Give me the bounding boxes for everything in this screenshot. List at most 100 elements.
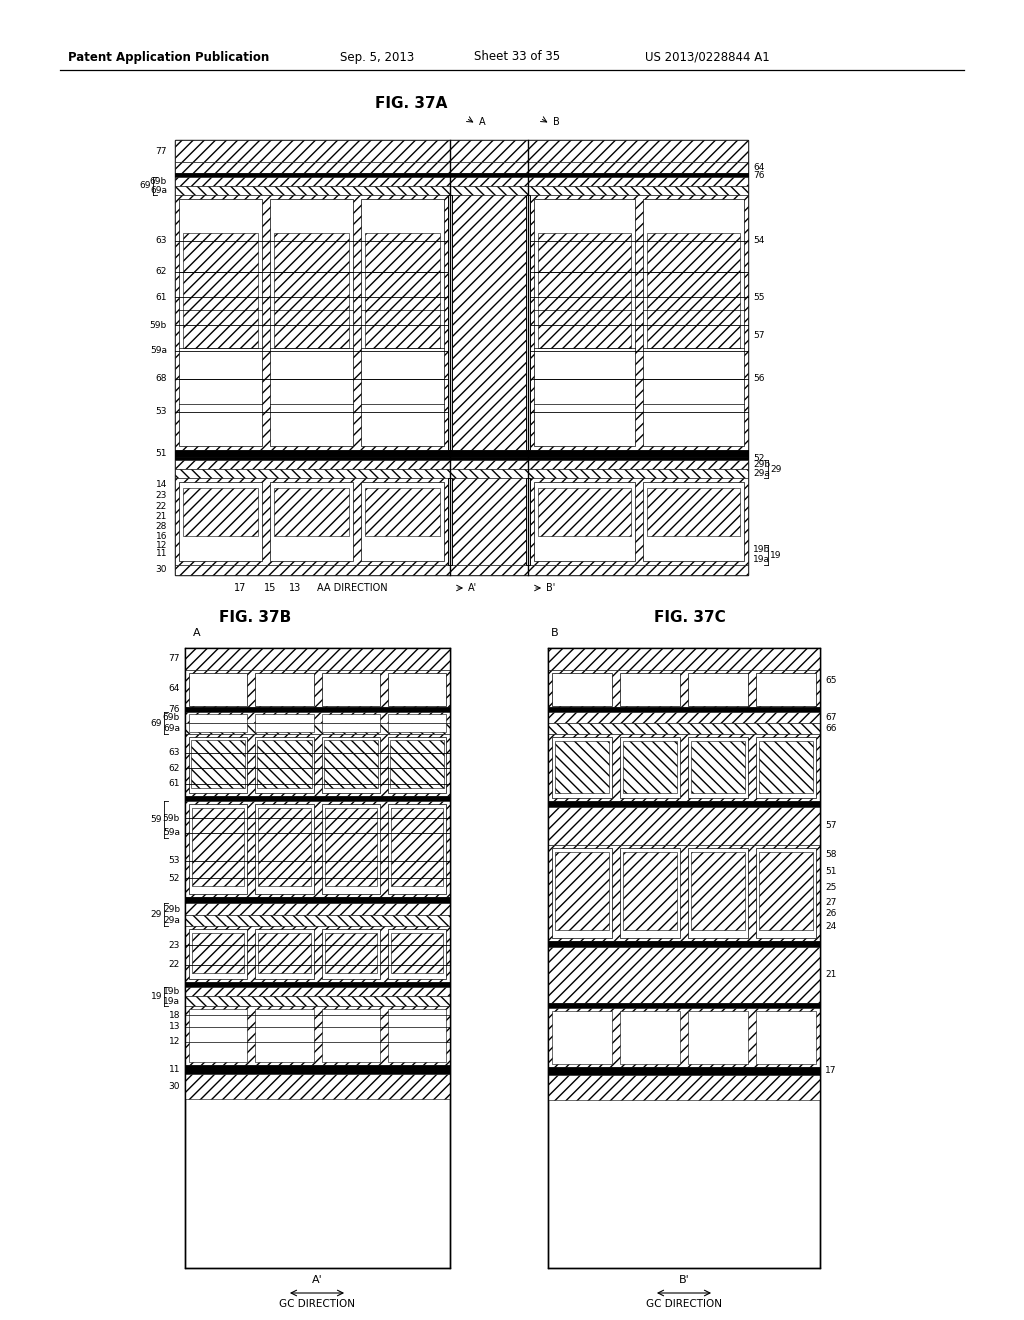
- Bar: [756, 737, 816, 799]
- Text: 30: 30: [156, 565, 167, 574]
- Text: A': A': [311, 1275, 323, 1284]
- Text: 24: 24: [825, 921, 837, 931]
- Text: 29b: 29b: [753, 459, 770, 469]
- Bar: [189, 673, 247, 706]
- Bar: [175, 195, 449, 450]
- Text: GC DIRECTION: GC DIRECTION: [646, 1299, 722, 1309]
- Bar: [322, 929, 380, 978]
- Text: 52: 52: [169, 874, 180, 883]
- Bar: [688, 847, 748, 937]
- Text: 57: 57: [753, 331, 765, 339]
- Bar: [185, 925, 450, 982]
- Bar: [548, 1067, 820, 1076]
- Bar: [548, 711, 820, 723]
- Bar: [548, 845, 820, 941]
- Bar: [452, 195, 526, 450]
- Text: 53: 53: [169, 857, 180, 865]
- Text: 69a: 69a: [163, 725, 180, 733]
- Bar: [552, 673, 612, 706]
- Bar: [548, 723, 820, 734]
- Bar: [185, 898, 450, 903]
- Bar: [365, 488, 440, 536]
- Text: 21: 21: [156, 512, 167, 521]
- Bar: [391, 808, 443, 886]
- Text: 16: 16: [156, 532, 167, 541]
- Bar: [361, 482, 444, 561]
- Bar: [548, 669, 820, 708]
- Bar: [526, 195, 530, 450]
- Text: 59a: 59a: [150, 346, 167, 355]
- Bar: [258, 933, 310, 973]
- Text: 61: 61: [169, 779, 180, 788]
- Bar: [449, 195, 452, 450]
- Text: 55: 55: [753, 293, 765, 301]
- Bar: [534, 482, 635, 561]
- Bar: [548, 1076, 820, 1100]
- Text: 59b: 59b: [150, 321, 167, 330]
- Bar: [189, 804, 247, 894]
- Bar: [255, 1010, 313, 1063]
- Text: B: B: [551, 628, 559, 638]
- Bar: [530, 478, 748, 565]
- Text: 30: 30: [169, 1082, 180, 1090]
- Text: 62: 62: [169, 764, 180, 772]
- Text: 67: 67: [825, 713, 837, 722]
- Bar: [185, 915, 450, 925]
- Bar: [391, 933, 443, 973]
- Text: 29a: 29a: [753, 469, 770, 478]
- Bar: [183, 234, 258, 348]
- Bar: [643, 482, 744, 561]
- Text: 12: 12: [156, 541, 167, 550]
- Bar: [322, 1010, 380, 1063]
- Bar: [185, 723, 450, 734]
- Text: B: B: [553, 117, 560, 127]
- Bar: [555, 851, 609, 929]
- Text: 17: 17: [233, 583, 246, 593]
- Text: 14: 14: [156, 480, 167, 490]
- Bar: [534, 199, 635, 446]
- Bar: [538, 488, 631, 536]
- Bar: [759, 851, 813, 929]
- Bar: [623, 742, 677, 793]
- Bar: [257, 741, 311, 788]
- Bar: [552, 1011, 612, 1064]
- Bar: [175, 565, 748, 576]
- Text: 59: 59: [151, 814, 162, 824]
- Bar: [175, 162, 748, 173]
- Text: 29a: 29a: [163, 916, 180, 925]
- Bar: [193, 808, 245, 886]
- Bar: [361, 199, 444, 446]
- Text: FIG. 37A: FIG. 37A: [375, 95, 447, 111]
- Bar: [623, 851, 677, 929]
- Bar: [185, 903, 450, 915]
- Bar: [185, 648, 450, 1269]
- Bar: [322, 804, 380, 894]
- Text: 19b: 19b: [163, 987, 180, 997]
- Bar: [324, 741, 378, 788]
- Bar: [322, 673, 380, 706]
- Text: A: A: [479, 117, 485, 127]
- Text: 76: 76: [169, 705, 180, 714]
- Bar: [185, 1074, 450, 1098]
- Bar: [175, 140, 748, 162]
- Text: 68: 68: [156, 374, 167, 383]
- Bar: [688, 673, 748, 706]
- Bar: [643, 199, 744, 446]
- Text: 22: 22: [169, 961, 180, 969]
- Bar: [183, 488, 258, 536]
- Bar: [189, 1010, 247, 1063]
- Bar: [388, 929, 446, 978]
- Text: 28: 28: [156, 523, 167, 531]
- Bar: [185, 1006, 450, 1065]
- Text: 52: 52: [753, 454, 764, 463]
- Text: 13: 13: [169, 1023, 180, 1031]
- Bar: [185, 734, 450, 796]
- Bar: [322, 723, 380, 733]
- Text: AA DIRECTION: AA DIRECTION: [316, 583, 387, 593]
- Bar: [175, 173, 748, 177]
- Text: 17: 17: [825, 1067, 837, 1076]
- Bar: [620, 1011, 680, 1064]
- Bar: [548, 648, 820, 669]
- Bar: [179, 199, 262, 446]
- Bar: [325, 808, 377, 886]
